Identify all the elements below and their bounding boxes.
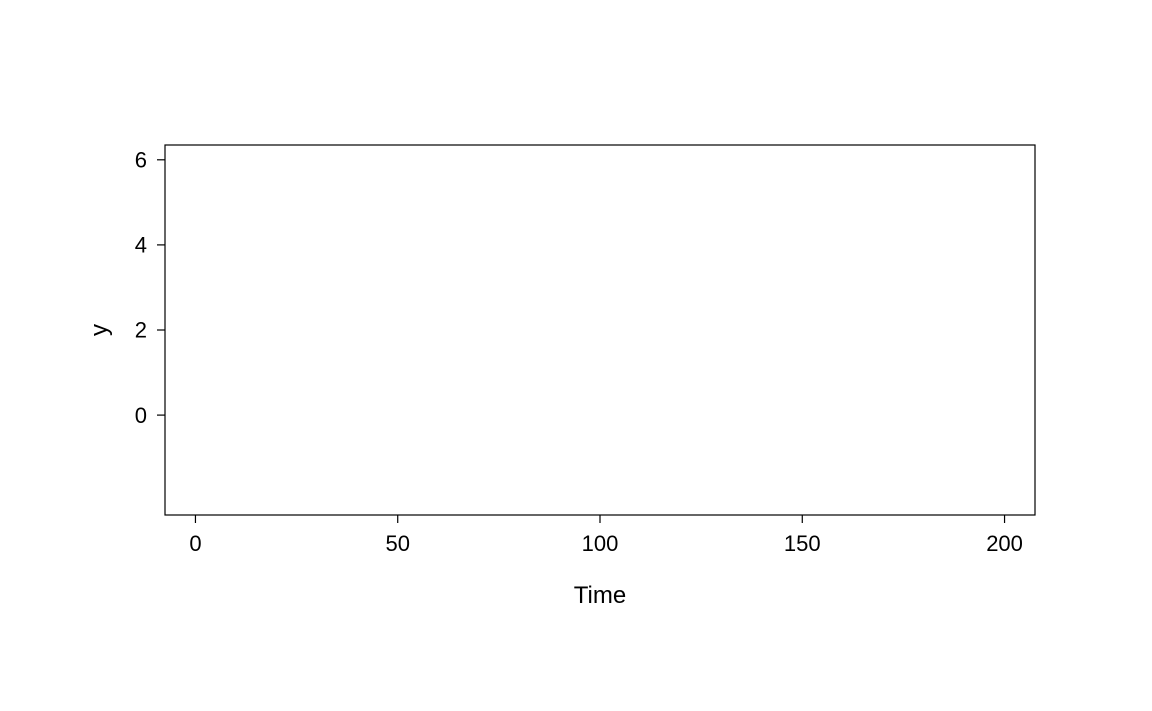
timeseries-chart: 0 50 100 150 200 0 2 4 6 Time y (0, 0, 1152, 711)
y-tick-label: 4 (135, 233, 147, 258)
y-tick-label: 6 (135, 148, 147, 173)
axes: 0 50 100 150 200 0 2 4 6 (135, 145, 1035, 556)
x-tick-label: 0 (189, 531, 201, 556)
y-axis-label: y (86, 324, 113, 336)
x-tick-label: 50 (385, 531, 409, 556)
x-tick-label: 100 (582, 531, 619, 556)
x-axis-label: Time (574, 582, 626, 609)
x-tick-label: 200 (986, 531, 1023, 556)
plot-border (165, 145, 1035, 515)
y-tick-label: 2 (135, 318, 147, 343)
x-tick-label: 150 (784, 531, 821, 556)
y-tick-label: 0 (135, 403, 147, 428)
